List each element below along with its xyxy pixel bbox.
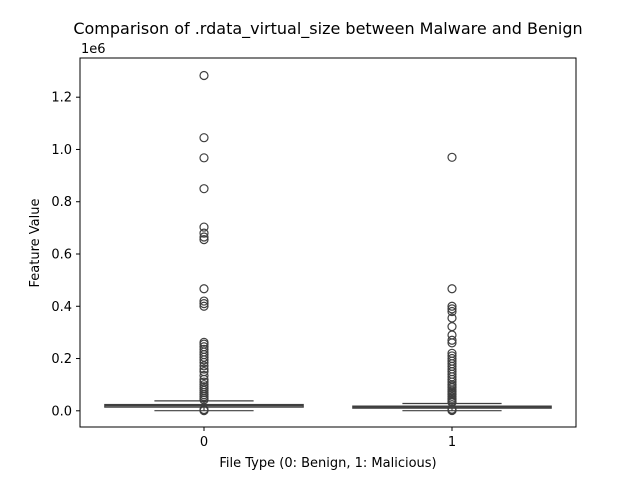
x-tick-label: 0 xyxy=(200,435,208,450)
y-tick-label: 0.8 xyxy=(51,195,72,210)
outlier-point xyxy=(199,232,209,242)
outlier-point xyxy=(199,222,209,232)
outlier-point xyxy=(199,364,209,374)
plot-area: 0.0 0.2 0.4 0.6 0.8 1.0 1.2 0 1 xyxy=(51,70,552,450)
outlier-point xyxy=(199,395,209,405)
x-axis-label: File Type (0: Benign, 1: Malicious) xyxy=(219,456,436,471)
outlier-point xyxy=(447,306,457,317)
outlier-point xyxy=(447,335,457,345)
x-tick-label: 1 xyxy=(448,435,456,450)
outlier-point xyxy=(447,301,457,311)
outlier-point xyxy=(199,296,209,306)
outlier-point xyxy=(199,374,209,385)
outlier-point xyxy=(199,299,209,309)
outlier-point xyxy=(447,152,457,162)
outlier-point xyxy=(199,153,209,163)
outlier-point xyxy=(199,370,209,381)
outlier-point xyxy=(199,301,209,311)
outlier-point xyxy=(199,361,209,371)
y-tick-label: 1.0 xyxy=(51,143,72,158)
y-axis-label: Feature Value xyxy=(28,199,43,288)
outlier-point xyxy=(199,357,209,368)
outlier-point xyxy=(199,228,209,238)
outlier-point xyxy=(447,304,457,314)
y-tick-label: 1.2 xyxy=(51,91,72,106)
outlier-point xyxy=(447,338,457,348)
plot-frame xyxy=(79,57,577,428)
outlier-point xyxy=(447,405,457,416)
y-offset-label: 1e6 xyxy=(81,42,106,57)
y-tick-label: 0.6 xyxy=(51,247,72,262)
outlier-point xyxy=(199,284,209,294)
outlier-point xyxy=(199,355,209,365)
outlier-point xyxy=(447,313,457,323)
outlier-point xyxy=(447,284,457,294)
y-tick-label: 0.2 xyxy=(51,352,72,367)
y-tick-label: 0.0 xyxy=(51,404,72,419)
outlier-point xyxy=(199,406,209,416)
outlier-point xyxy=(199,352,209,362)
y-tick-label: 0.4 xyxy=(51,300,72,315)
outlier-point xyxy=(199,184,209,194)
outlier-point xyxy=(199,133,209,143)
chart-title: Comparison of .rdata_virtual_size betwee… xyxy=(73,19,582,39)
outlier-point xyxy=(199,235,209,245)
outlier-point xyxy=(199,70,209,81)
